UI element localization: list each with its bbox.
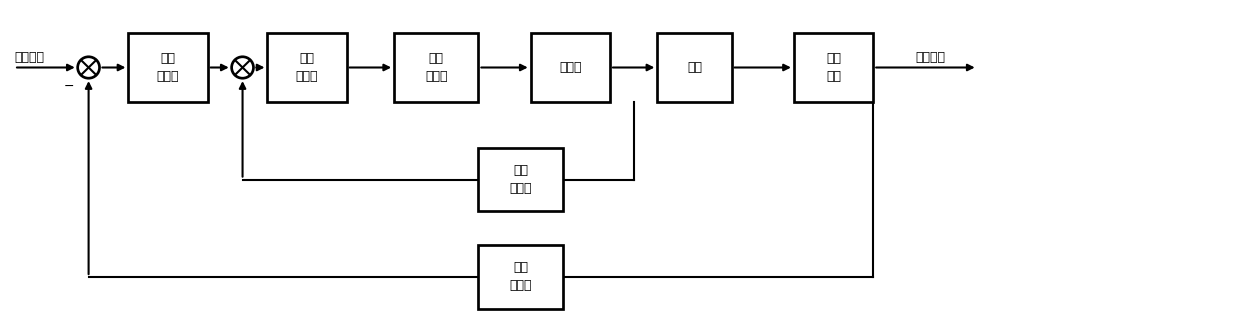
Text: 位移
控制器: 位移 控制器 xyxy=(156,52,180,83)
FancyBboxPatch shape xyxy=(394,33,479,102)
FancyBboxPatch shape xyxy=(479,245,563,309)
FancyBboxPatch shape xyxy=(268,33,347,102)
Text: 压力大小: 压力大小 xyxy=(915,51,945,64)
Text: 比例
溢流阀: 比例 溢流阀 xyxy=(425,52,448,83)
Text: 位移命令: 位移命令 xyxy=(14,51,45,64)
Text: 位移
传感器: 位移 传感器 xyxy=(510,262,532,292)
Text: 压力
传感器: 压力 传感器 xyxy=(510,164,532,195)
Text: 换向阀: 换向阀 xyxy=(559,61,582,74)
Text: −: − xyxy=(64,80,74,93)
FancyBboxPatch shape xyxy=(794,33,873,102)
Text: 压力
控制器: 压力 控制器 xyxy=(296,52,319,83)
FancyBboxPatch shape xyxy=(479,148,563,211)
Text: 油缸: 油缸 xyxy=(687,61,702,74)
FancyBboxPatch shape xyxy=(128,33,208,102)
FancyBboxPatch shape xyxy=(531,33,610,102)
Text: 压力
模瓣: 压力 模瓣 xyxy=(826,52,841,83)
FancyBboxPatch shape xyxy=(657,33,732,102)
